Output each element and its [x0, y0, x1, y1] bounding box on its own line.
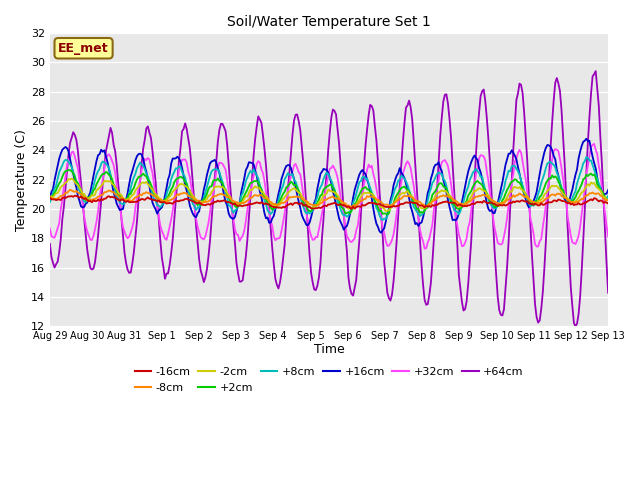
- -8cm: [604, 197, 612, 203]
- +8cm: [231, 207, 239, 213]
- +64cm: [575, 312, 582, 317]
- Line: -16cm: -16cm: [50, 196, 608, 209]
- -8cm: [46, 195, 54, 201]
- -2cm: [116, 191, 124, 197]
- +2cm: [383, 212, 391, 217]
- -8cm: [242, 199, 250, 204]
- -2cm: [46, 194, 54, 200]
- +16cm: [231, 214, 239, 220]
- +2cm: [604, 197, 612, 203]
- +32cm: [590, 141, 598, 147]
- -2cm: [576, 192, 584, 198]
- -2cm: [292, 186, 300, 192]
- X-axis label: Time: Time: [314, 343, 344, 356]
- +64cm: [212, 159, 220, 165]
- Legend: -16cm, -8cm, -2cm, +2cm, +8cm, +16cm, +32cm, +64cm: -16cm, -8cm, -2cm, +2cm, +8cm, +16cm, +3…: [130, 363, 528, 397]
- +16cm: [575, 156, 582, 161]
- Title: Soil/Water Temperature Set 1: Soil/Water Temperature Set 1: [227, 15, 431, 29]
- +32cm: [604, 234, 612, 240]
- +8cm: [379, 217, 387, 223]
- +2cm: [292, 182, 300, 188]
- +64cm: [241, 265, 248, 271]
- +16cm: [115, 204, 122, 210]
- +64cm: [115, 182, 122, 188]
- +8cm: [212, 167, 220, 172]
- +8cm: [575, 176, 582, 181]
- -8cm: [233, 199, 241, 205]
- +32cm: [115, 193, 122, 199]
- +64cm: [572, 324, 579, 329]
- -2cm: [604, 198, 612, 204]
- -2cm: [242, 193, 250, 199]
- -16cm: [348, 206, 355, 212]
- +2cm: [116, 193, 124, 199]
- -8cm: [116, 195, 124, 201]
- +64cm: [604, 290, 612, 296]
- +2cm: [576, 185, 584, 191]
- -2cm: [68, 176, 76, 181]
- +2cm: [46, 194, 54, 200]
- Line: +2cm: +2cm: [50, 170, 608, 215]
- -16cm: [604, 201, 612, 206]
- +2cm: [233, 204, 241, 210]
- +8cm: [290, 177, 298, 182]
- Y-axis label: Temperature (C): Temperature (C): [15, 129, 28, 230]
- +16cm: [582, 136, 590, 142]
- +16cm: [377, 230, 385, 236]
- +8cm: [46, 199, 54, 205]
- +16cm: [241, 176, 248, 181]
- +32cm: [575, 233, 582, 239]
- +8cm: [115, 196, 122, 202]
- +8cm: [582, 154, 590, 160]
- +32cm: [46, 226, 54, 231]
- +32cm: [241, 228, 248, 233]
- +8cm: [241, 185, 248, 191]
- Line: +64cm: +64cm: [50, 71, 608, 326]
- -2cm: [382, 208, 390, 214]
- -2cm: [233, 201, 241, 206]
- +32cm: [290, 162, 298, 168]
- +2cm: [65, 167, 72, 173]
- -16cm: [214, 198, 221, 204]
- -2cm: [214, 184, 221, 190]
- Line: +16cm: +16cm: [50, 139, 608, 233]
- +16cm: [212, 159, 220, 165]
- +32cm: [231, 227, 239, 232]
- +32cm: [212, 169, 220, 175]
- Line: +8cm: +8cm: [50, 157, 608, 220]
- -8cm: [214, 192, 221, 198]
- +16cm: [46, 195, 54, 201]
- +64cm: [46, 241, 54, 247]
- -8cm: [348, 204, 355, 210]
- +8cm: [604, 193, 612, 199]
- +2cm: [242, 190, 250, 195]
- +32cm: [420, 246, 428, 252]
- -8cm: [67, 187, 74, 192]
- -16cm: [242, 203, 250, 208]
- Line: +32cm: +32cm: [50, 144, 608, 249]
- +16cm: [290, 176, 298, 181]
- Line: -8cm: -8cm: [50, 190, 608, 207]
- -16cm: [46, 195, 54, 201]
- Line: -2cm: -2cm: [50, 179, 608, 211]
- -16cm: [233, 203, 241, 208]
- -16cm: [116, 198, 124, 204]
- Text: EE_met: EE_met: [58, 42, 109, 55]
- +64cm: [290, 118, 298, 123]
- -16cm: [292, 200, 300, 206]
- -8cm: [576, 197, 584, 203]
- -16cm: [576, 202, 584, 207]
- -8cm: [292, 194, 300, 200]
- +64cm: [592, 68, 600, 74]
- +2cm: [214, 176, 221, 181]
- +16cm: [604, 187, 612, 193]
- -16cm: [71, 193, 79, 199]
- +64cm: [231, 240, 239, 246]
